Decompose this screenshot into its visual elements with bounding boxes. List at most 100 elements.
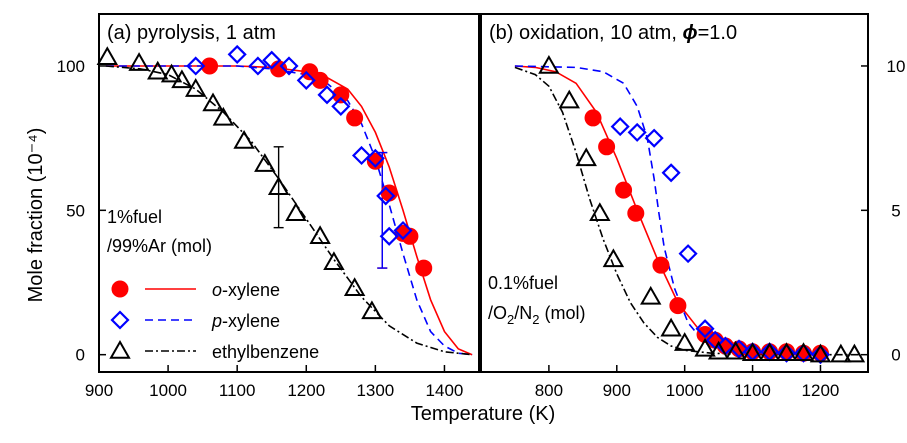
annotation-part: 2 (507, 312, 514, 327)
data-point-p-xylene (331, 96, 351, 116)
x-tick-label: 1200 (802, 381, 840, 400)
annotation-part: (mol) (539, 303, 585, 323)
data-point-ethylbenzene (694, 337, 716, 357)
data-point-ethylbenzene (185, 78, 207, 97)
data-point-ethylbenzene (724, 340, 747, 360)
data-point-ethylbenzene (343, 277, 366, 297)
data-point-p-xylene (376, 186, 396, 206)
data-point-o-xylene (669, 297, 687, 315)
data-point-ethylbenzene (361, 300, 383, 320)
data-point-o-xylene (380, 184, 398, 202)
axes-frame (98, 13, 480, 373)
data-point-p-xylene (678, 244, 698, 264)
data-point-p-xylene (248, 56, 268, 76)
x-tick-label: 900 (603, 381, 631, 400)
data-point-ethylbenzene (96, 46, 119, 66)
data-point-p-xylene (227, 44, 247, 64)
data-point-ethylbenzene (309, 225, 331, 245)
data-point-ethylbenzene (775, 342, 798, 361)
x-tick-label: 900 (85, 381, 113, 400)
data-point-ethylbenzene (558, 89, 580, 109)
data-point-p-xylene (661, 163, 681, 183)
y-tick-label: 50 (66, 201, 85, 220)
data-point-p-xylene (776, 343, 797, 363)
legend-label-2: ethylbenzene (212, 342, 319, 362)
data-point-ethylbenzene (323, 251, 345, 271)
data-point-ethylbenzene (233, 130, 255, 149)
legend-marker-2 (109, 339, 131, 359)
data-point-p-xylene (317, 85, 337, 105)
panel-title: (b) oxidation, 10 atm, ϕ=1.0 (489, 22, 737, 44)
data-point-ethylbenzene (660, 317, 682, 337)
panel-title: (a) pyrolysis, 1 atm (107, 22, 276, 44)
data-point-ethylbenzene (575, 147, 597, 167)
x-tick-label: 1000 (666, 381, 704, 400)
y-tick-label: 0 (76, 346, 85, 365)
model-curve-ethylbenzene (105, 65, 473, 356)
data-point-p-xylene (695, 319, 715, 339)
data-point-ethylbenzene (741, 342, 764, 361)
data-point-ethylbenzene (160, 63, 183, 83)
legend: o-xylene p-xylene ethylbenzene (109, 280, 319, 362)
data-point-ethylbenzene (538, 54, 560, 74)
x-tick-label: 1200 (287, 381, 325, 400)
annotation-part: 2 (532, 312, 539, 327)
legend-marker-0 (111, 280, 129, 298)
model-curve-p-xylene (105, 65, 473, 356)
annotation-part: /N (514, 303, 532, 323)
data-point-ethylbenzene (673, 332, 696, 351)
data-point-p-xylene (610, 117, 630, 137)
y-tick-label: 100 (57, 57, 85, 76)
data-point-o-xylene (332, 86, 350, 104)
data-point-o-xylene (346, 109, 364, 127)
data-point-o-xylene (598, 138, 616, 156)
data-point-ethylbenzene (758, 342, 781, 361)
data-point-p-xylene (644, 128, 664, 148)
data-point-o-xylene (366, 152, 384, 170)
data-point-p-xylene (296, 70, 316, 90)
data-point-ethylbenzene (640, 285, 662, 305)
annotation-line-2: /99%Ar (mol) (107, 236, 212, 256)
data-point-ethylbenzene (267, 176, 290, 195)
data-point-ethylbenzene (707, 340, 730, 360)
phi-symbol: ϕ (682, 22, 697, 44)
data-point-ethylbenzene (128, 52, 150, 71)
data-point-p-xylene (627, 122, 647, 142)
data-point-ethylbenzene (830, 343, 852, 363)
data-point-o-xylene (627, 204, 645, 222)
data-point-o-xylene (615, 181, 633, 199)
data-point-p-xylene (793, 343, 814, 363)
data-point-p-xylene (365, 148, 385, 168)
data-point-o-xylene (584, 109, 602, 127)
panel-b: 800 900 1000 1100 1200 0 5 10 (b) oxidation, 10 … (480, 13, 906, 400)
x-tick-label: 1400 (426, 381, 464, 400)
panel-a: 900 1000 1100 1200 1300 1400 0 50 100 (a) pyrolys… (57, 13, 480, 400)
y-tick-label: 0 (891, 346, 900, 365)
data-point-ethylbenzene (285, 202, 307, 221)
data-point-o-xylene (652, 256, 670, 274)
annotation-line-2: /O2/N2 (mol) (488, 303, 585, 327)
data-point-o-xylene (311, 71, 329, 89)
data-point-ethylbenzene (254, 153, 276, 172)
y-axis-label: Mole fraction (10⁻⁴) (25, 128, 47, 303)
data-point-ethylbenzene (589, 202, 611, 221)
data-point-ethylbenzene (602, 248, 625, 268)
data-point-ethylbenzene (843, 343, 866, 363)
legend-italic: o (212, 280, 222, 300)
y-tick-label: 5 (891, 201, 900, 220)
data-point-p-xylene (279, 56, 299, 76)
legend-label-1: p-xylene (211, 311, 280, 331)
annotation-line-1: 0.1%fuel (488, 273, 558, 293)
data-point-ethylbenzene (171, 69, 193, 89)
data-point-p-xylene (379, 226, 399, 246)
y-tick-label: 10 (887, 57, 906, 76)
x-tick-label: 1300 (356, 381, 394, 400)
x-tick-label: 1100 (219, 381, 256, 400)
annotation-line-1: 1%fuel (107, 207, 162, 227)
axes-frame (480, 13, 869, 373)
data-point-o-xylene (415, 259, 433, 277)
data-point-p-xylene (393, 220, 413, 241)
legend-italic: p (211, 311, 222, 331)
